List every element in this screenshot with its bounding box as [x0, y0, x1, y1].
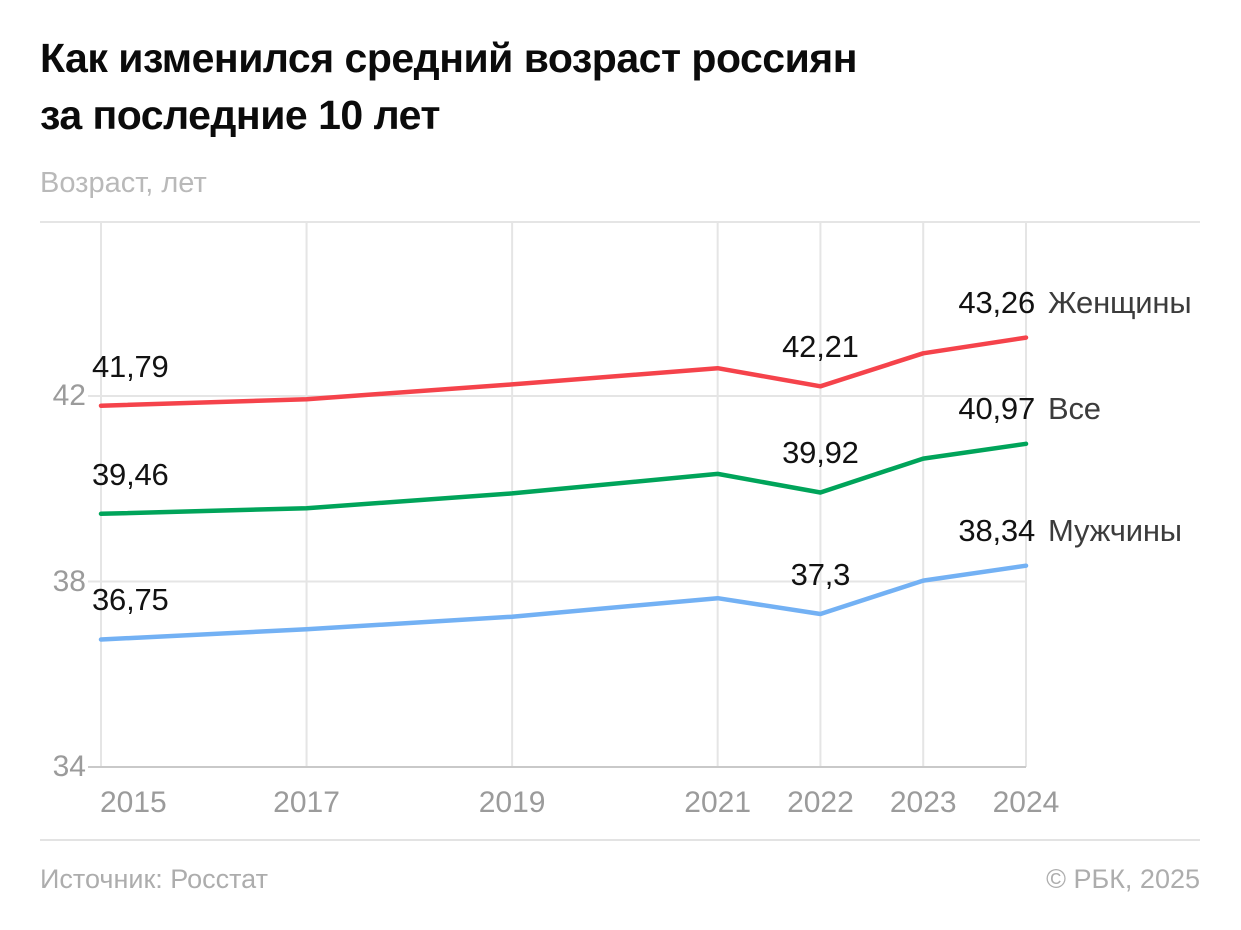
x-tick-label: 2015 [100, 786, 167, 819]
data-label-all-start: 39,46 [92, 456, 169, 492]
x-tick-label: 2021 [684, 786, 752, 819]
y-tick-label: 38 [52, 564, 86, 598]
series-line-men [98, 563, 1029, 642]
source-note: Источник: Росстат [40, 864, 268, 894]
copyright-note: © РБК, 2025 [1046, 864, 1200, 894]
data-label-men-dip: 37,3 [790, 556, 851, 592]
y-tick-label: 34 [52, 750, 86, 783]
x-tick-label: 2022 [787, 786, 854, 819]
chart-title-line2: за последние 10 лет [40, 92, 440, 138]
chart-title-line1: Как изменился средний возраст россиян [40, 35, 857, 81]
x-tick-label: 2023 [889, 786, 957, 819]
series-name-label-all: Все [1048, 390, 1101, 426]
data-label-men-start: 36,75 [92, 582, 169, 618]
data-label-women-start: 41,79 [92, 348, 169, 384]
series-name-label-women: Женщины [1048, 284, 1192, 320]
series-name-label-men: Мужчины [1048, 512, 1182, 548]
data-label-women-dip: 42,21 [782, 329, 859, 365]
axis-unit-label: Возраст, лет [40, 167, 207, 199]
chart-title: Как изменился средний возраст россиян за… [40, 30, 1160, 144]
x-tick-label: 2019 [478, 786, 546, 819]
x-tick-label: 2017 [273, 786, 340, 819]
data-label-men-end: 38,34 [958, 512, 1035, 548]
data-label-women-end: 43,26 [958, 284, 1035, 320]
data-label-all-end: 40,97 [958, 390, 1035, 426]
y-tick-label: 42 [52, 379, 86, 412]
footer-divider [40, 839, 1200, 841]
x-tick-label: 2024 [992, 786, 1060, 819]
series-line-women [98, 335, 1029, 408]
data-label-all-dip: 39,92 [782, 435, 859, 471]
series-line-all [98, 441, 1029, 517]
